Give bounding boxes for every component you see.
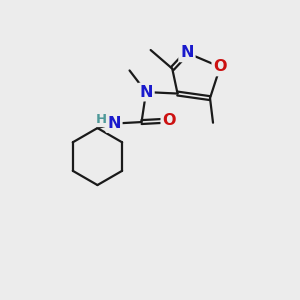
Text: N: N: [139, 85, 153, 100]
Text: O: O: [162, 113, 176, 128]
Text: N: N: [107, 116, 121, 131]
Text: H: H: [96, 112, 107, 126]
Text: N: N: [180, 45, 194, 60]
Text: O: O: [213, 59, 227, 74]
